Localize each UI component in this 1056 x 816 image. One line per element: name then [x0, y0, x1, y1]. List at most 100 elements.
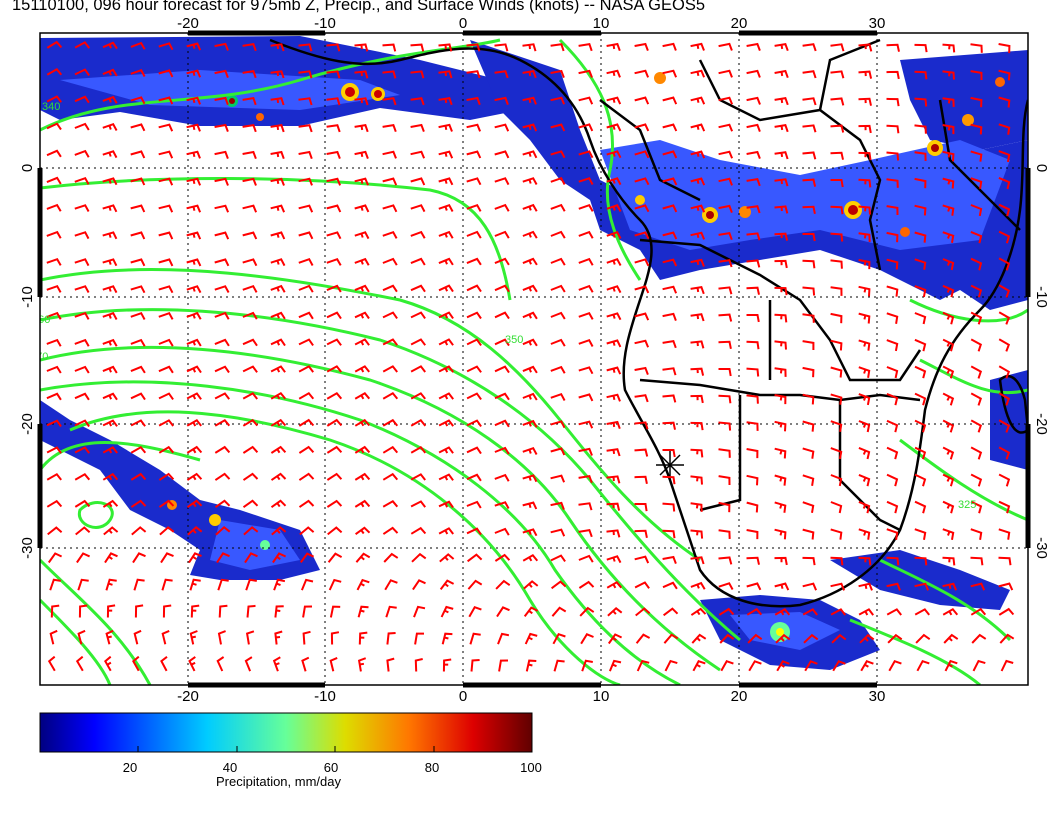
wind-barb	[326, 284, 342, 293]
wind-barb	[158, 285, 174, 294]
wind-barb	[410, 500, 426, 508]
wind-barb	[270, 43, 285, 52]
wind-barb	[830, 447, 843, 460]
wind-barb	[830, 420, 843, 432]
wind-barb	[970, 284, 983, 298]
wind-barb	[357, 657, 367, 672]
wind-barb	[46, 95, 62, 103]
wind-barb	[186, 123, 201, 132]
wind-barb	[746, 42, 761, 51]
wind-barb	[74, 499, 91, 508]
wind-barb	[187, 525, 203, 536]
country-border	[599, 99, 701, 202]
wind-barb	[550, 123, 566, 132]
wind-barb	[914, 231, 927, 243]
wind-barb	[886, 258, 899, 270]
wind-barb	[438, 446, 454, 454]
wind-barb	[132, 552, 146, 564]
colorbar	[39, 712, 533, 753]
wind-barb	[243, 526, 259, 536]
wind-barb	[466, 527, 482, 536]
wind-barb	[186, 150, 201, 159]
wind-barb	[74, 258, 90, 267]
lon-tick-label: 10	[593, 688, 610, 705]
wind-barb	[217, 578, 229, 591]
wind-barb	[130, 258, 146, 267]
wind-barb	[217, 630, 226, 645]
wind-barb	[858, 178, 872, 188]
wind-barb	[606, 177, 622, 186]
wind-barb	[606, 502, 621, 511]
asterisk-marker	[656, 451, 684, 479]
wind-barb	[998, 230, 1011, 244]
wind-barb	[634, 366, 649, 375]
wind-barb	[776, 660, 790, 672]
wind-barb	[914, 446, 927, 460]
contour-line	[40, 308, 741, 642]
wind-barb	[74, 231, 90, 240]
contour-label: 350	[505, 334, 523, 346]
wind-barb	[802, 608, 818, 616]
wind-barb	[970, 96, 983, 108]
wind-barb	[354, 231, 370, 240]
wind-barb	[298, 338, 314, 346]
wind-barb	[130, 285, 146, 294]
wind-barb	[914, 177, 927, 189]
wind-barb	[410, 526, 427, 535]
wind-barb	[326, 177, 342, 186]
wind-barb	[944, 659, 958, 672]
wind-barb	[382, 500, 399, 508]
wind-barb	[186, 231, 202, 240]
wind-barb	[524, 632, 538, 645]
lon-tick-label: 0	[459, 688, 467, 705]
wind-barb	[270, 231, 286, 240]
wind-barb	[134, 604, 144, 618]
wind-barb	[998, 123, 1011, 135]
wind-barb	[830, 528, 843, 540]
wind-barb	[354, 177, 370, 186]
wind-barb	[386, 632, 396, 645]
wind-barb	[158, 365, 174, 374]
wind-barb	[690, 421, 704, 431]
wind-barb	[242, 177, 257, 186]
wind-barb	[382, 284, 398, 293]
lat-tick-label: -30	[1033, 537, 1050, 559]
wind-barb	[272, 552, 287, 564]
wind-barb	[130, 499, 147, 508]
wind-barb	[410, 392, 426, 400]
wind-barb	[78, 604, 88, 618]
wind-barb	[102, 177, 118, 186]
wind-barb	[718, 556, 733, 565]
wind-barb	[354, 338, 370, 346]
wind-barb	[385, 605, 397, 618]
wind-barb	[438, 311, 454, 319]
wind-barb	[662, 367, 677, 376]
wind-barb	[550, 392, 566, 401]
wind-barb	[886, 366, 899, 379]
lon-tick-label: 10	[593, 15, 610, 32]
wind-barb	[214, 499, 231, 509]
wind-barb	[802, 582, 818, 591]
wind-barb	[270, 365, 286, 373]
wind-barb	[158, 69, 174, 78]
wind-barb	[271, 526, 287, 536]
wind-barb	[469, 632, 481, 645]
wind-barb	[550, 501, 565, 510]
wind-barb	[466, 230, 482, 239]
lon-tick-label: -20	[177, 15, 199, 32]
wind-barb	[692, 659, 706, 672]
wind-barb	[158, 96, 174, 105]
wind-barb	[410, 365, 426, 373]
wind-barb	[522, 43, 537, 52]
wind-barb	[410, 204, 426, 213]
wind-barb	[832, 660, 846, 672]
wind-barb	[553, 659, 565, 672]
wind-barb	[298, 150, 313, 160]
wind-barb	[132, 655, 140, 672]
colorbar-tick-label: 20	[123, 760, 137, 775]
wind-barb	[606, 203, 622, 212]
wind-barb	[76, 552, 91, 564]
wind-barb	[158, 177, 174, 186]
wind-barb	[746, 340, 760, 350]
wind-barb	[914, 258, 927, 270]
